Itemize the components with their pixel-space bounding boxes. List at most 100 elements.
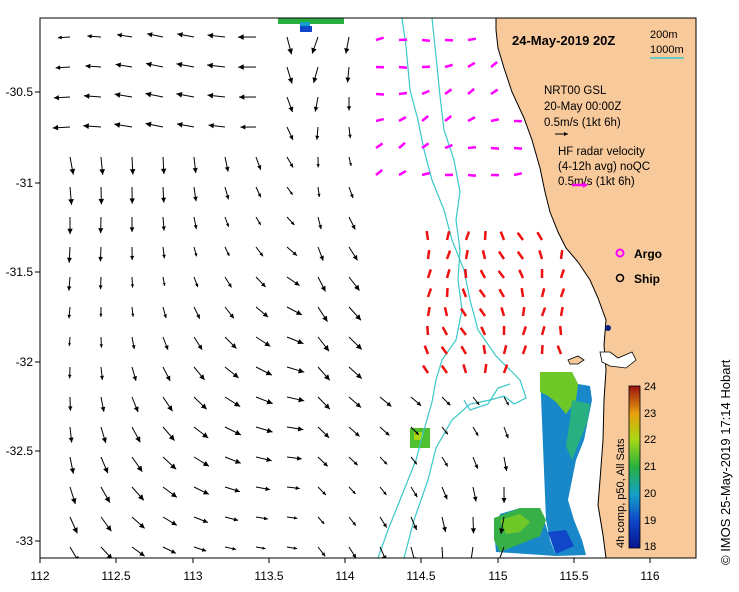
model-arrow-head	[257, 165, 262, 170]
y-tick-label: -32.5	[6, 444, 34, 458]
model-arrow-head	[349, 162, 352, 167]
model-arrow-head	[265, 486, 271, 492]
model-arrow-head	[316, 164, 320, 168]
radar-arrow-north-head	[450, 38, 453, 42]
y-tick-label: -32	[16, 355, 34, 369]
model-arrow-head	[225, 195, 230, 200]
radar-arrow-south-head	[482, 345, 486, 349]
model-arrow-head	[476, 401, 480, 405]
model-arrow-head	[295, 485, 300, 491]
model-arrow-head	[318, 224, 323, 230]
radar-arrow-north-head	[495, 118, 499, 122]
radar-arrow-north-head	[473, 174, 476, 177]
radar-arrow-south-head	[483, 231, 487, 234]
radar-arrow-north-head	[402, 171, 406, 174]
model-arrow-head	[238, 64, 244, 70]
radar-scale: 0.5m/s (1kt 6h)	[558, 176, 635, 188]
model-arrow-head	[99, 344, 103, 348]
model-arrow-head	[85, 63, 91, 69]
model-arrow	[441, 546, 444, 558]
model-arrow-head	[67, 374, 72, 379]
model-arrow-head	[67, 286, 72, 291]
radar-arrow-south-head	[427, 307, 431, 311]
model-arrow-head	[67, 228, 73, 235]
radar-arrow-north-head	[427, 39, 430, 42]
x-tick-label: 113	[183, 569, 202, 583]
model-arrow-head	[354, 284, 360, 291]
radar-arrow-north-head	[473, 37, 476, 41]
radar-arrow-south-head	[523, 326, 527, 330]
model-arrow-head	[170, 549, 176, 554]
model-arrow-head	[260, 282, 266, 288]
model-arrow-head	[289, 163, 294, 168]
plot-frame	[39, 17, 697, 559]
model-arrow-head	[194, 283, 199, 288]
model-arrow-head	[57, 35, 62, 40]
model-arrow-head	[443, 494, 448, 500]
station-marker	[605, 325, 611, 331]
model-arrow-head	[495, 586, 500, 592]
model-arrow-head	[84, 93, 90, 99]
model-arrow-head	[355, 343, 362, 350]
model-arrow	[410, 546, 415, 558]
model-arrow-head	[234, 458, 241, 464]
model-arrow-head	[297, 426, 304, 432]
radar-subtitle: (4-12h avg) noQC	[558, 161, 650, 173]
radar-arrow-south-head	[560, 250, 564, 254]
model-arrow-head	[266, 398, 273, 405]
sst-colorbar	[628, 385, 641, 549]
model-arrow-head	[352, 521, 356, 526]
radar-arrow-south-head	[540, 345, 544, 348]
radar-arrow-south-head	[444, 307, 447, 311]
radar-arrow-south-head	[517, 251, 521, 255]
radar-arrow-south-head	[424, 345, 428, 349]
model-arrow-head	[295, 310, 302, 315]
model-arrow-head	[72, 527, 78, 534]
model-arrow-head	[135, 436, 141, 443]
radar-arrow-south-head	[460, 327, 464, 331]
model-arrow-head	[292, 251, 297, 256]
radar-arrow-south-head	[442, 327, 446, 331]
radar-arrow-north-head	[380, 118, 384, 122]
model-arrow-head	[66, 257, 72, 263]
model-arrow	[70, 577, 80, 590]
model-arrow-head	[176, 61, 183, 68]
model-arrow-head	[263, 516, 268, 521]
model-arrow-head	[99, 375, 105, 380]
model-arrow-head	[139, 580, 144, 584]
radar-arrow-south-head	[447, 231, 450, 235]
model-arrow-head	[382, 523, 387, 528]
model-arrow-head	[499, 528, 505, 535]
model-arrow-head	[115, 62, 122, 68]
model-arrow-head	[201, 547, 207, 552]
model-arrow	[470, 546, 474, 558]
model-arrow-head	[416, 401, 422, 406]
radar-arrow-south-head	[447, 250, 451, 254]
model-arrow	[163, 577, 174, 582]
model-arrow-head	[200, 403, 207, 410]
model-arrow-head	[232, 372, 239, 378]
radar-arrow-south-head	[542, 307, 546, 311]
model-arrow-head	[321, 520, 325, 524]
model-arrow-head	[296, 455, 302, 461]
model-arrow-head	[446, 401, 451, 406]
model-arrow-head	[207, 32, 214, 39]
radar-arrow-north-head	[426, 172, 430, 175]
argo-label: Argo	[634, 247, 662, 261]
model-arrow-head	[355, 402, 362, 408]
model-arrow-head	[470, 528, 476, 534]
model-arrow-head	[55, 65, 61, 70]
model-arrow-head	[145, 61, 152, 68]
radar-arrow-north-head	[449, 144, 453, 148]
x-tick-label: 115.5	[559, 569, 588, 583]
colorbar-tick: 18	[644, 541, 656, 553]
model-arrow-head	[164, 345, 169, 350]
model-arrow-head	[193, 196, 198, 202]
model-arrow-head	[289, 134, 294, 140]
radar-arrow-south-head	[479, 289, 483, 293]
radar-arrow-south-head	[504, 345, 507, 349]
radar-arrow-south-head	[480, 270, 484, 274]
model-arrow-head	[413, 492, 418, 498]
model-arrow-head	[176, 91, 183, 98]
model-arrow-head	[170, 491, 177, 498]
